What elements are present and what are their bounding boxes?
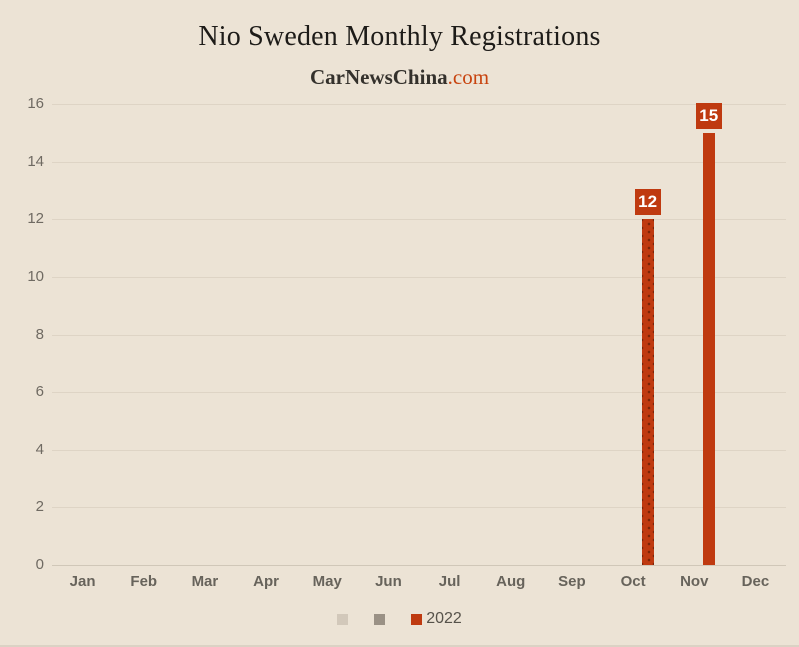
legend: 2022 [0, 611, 799, 627]
y-axis-tick-label: 6 [35, 383, 44, 401]
bar [702, 132, 715, 565]
gridline [52, 219, 786, 221]
x-axis-tick-label: Sep [558, 573, 586, 590]
bar-value-badge: 12 [634, 189, 661, 216]
subtitle-brand: CarNewsChina [309, 65, 448, 89]
y-axis-tick-label: 16 [27, 95, 44, 112]
y-axis-tick-label: 2 [35, 498, 44, 516]
bar [641, 219, 654, 565]
gridline [52, 392, 786, 394]
gridline [52, 276, 786, 278]
y-axis-tick-label: 10 [27, 267, 44, 285]
legend-item: 2022 [411, 611, 462, 627]
legend-item [374, 613, 386, 625]
subtitle-tld: .com [447, 65, 490, 89]
x-axis-tick-label: Jun [375, 573, 402, 590]
chart-title: Nio Sweden Monthly Registrations [198, 21, 601, 52]
bottom-edge-divider [0, 645, 799, 647]
legend-swatch [337, 613, 349, 625]
legend-label: 2022 [426, 610, 462, 627]
gridline [52, 449, 786, 451]
x-axis-tick-label: Jul [438, 573, 461, 590]
x-axis-tick-label: May [312, 573, 342, 590]
gridline [52, 104, 786, 105]
x-axis-tick-label: Apr [253, 573, 279, 590]
bar-value-badge: 15 [695, 102, 722, 129]
y-axis-tick-label: 0 [35, 556, 44, 573]
x-axis-tick-label: Feb [130, 573, 158, 590]
gridline [52, 161, 786, 163]
x-axis-tick-label: Aug [496, 573, 526, 590]
x-axis-tick-label: Jan [69, 573, 96, 590]
x-axis-tick-label: Nov [680, 573, 709, 590]
legend-item [337, 613, 349, 625]
legend-swatch [374, 613, 386, 625]
gridline [52, 334, 786, 336]
y-axis-tick-label: 8 [35, 325, 44, 343]
x-axis-tick-label: Oct [620, 573, 646, 590]
x-axis-tick-label: Mar [191, 573, 219, 590]
x-axis-tick-label: Dec [741, 573, 770, 590]
y-axis-tick-label: 12 [27, 210, 44, 228]
y-axis-tick-label: 4 [35, 440, 44, 458]
gridline [52, 507, 786, 509]
legend-swatch [411, 613, 423, 625]
chart-subtitle: CarNewsChina.com [0, 65, 799, 90]
y-axis-tick-label: 14 [27, 152, 44, 170]
gridline [52, 565, 786, 566]
